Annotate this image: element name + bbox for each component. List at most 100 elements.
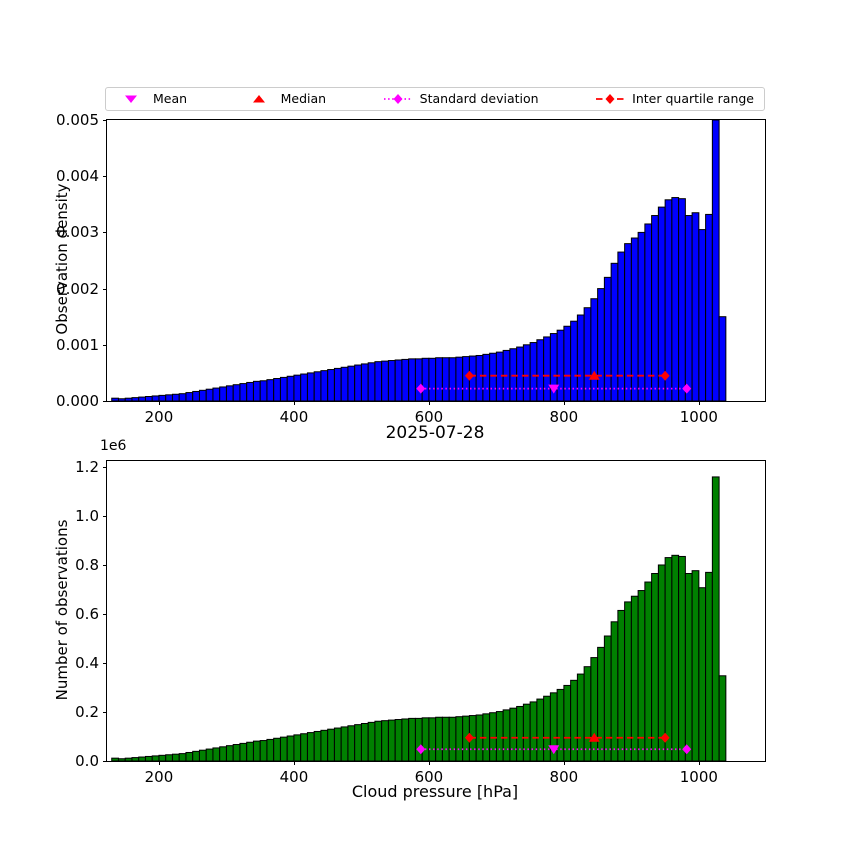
legend-item-mean: Mean [116, 92, 187, 106]
histogram-bar [367, 362, 376, 402]
histogram-bar [691, 570, 700, 762]
legend-item-median: Median [244, 92, 326, 106]
histogram-bar [421, 357, 430, 402]
x-tick [699, 761, 700, 765]
x-tick [564, 761, 565, 765]
histogram-bar [489, 352, 497, 402]
histogram-bar [219, 746, 227, 762]
histogram-bar [266, 379, 275, 402]
histogram-bar [347, 725, 356, 762]
histogram-bar [131, 757, 140, 762]
histogram-bar [684, 215, 693, 402]
histogram-bar [266, 738, 275, 762]
histogram-bar [313, 371, 322, 402]
histogram-bar [360, 363, 369, 402]
histogram-bar [455, 356, 464, 402]
histogram-bar [293, 734, 302, 762]
histogram-bar [644, 581, 653, 762]
histogram-bar [610, 262, 619, 402]
histogram-bar [198, 389, 207, 402]
std-right-diamond-icon [682, 744, 692, 755]
y-tick-label: 0.002 [56, 279, 99, 298]
y-tick-label: 1.0 [75, 507, 99, 526]
histogram-bar [414, 358, 423, 402]
histogram-bar [421, 717, 430, 762]
histogram-bar [178, 753, 187, 762]
x-tick-label: 1000 [679, 768, 718, 786]
histogram-bar [624, 243, 632, 402]
x-tick [294, 401, 295, 405]
histogram-bar [144, 755, 153, 762]
plot-title: 2025-07-28 [385, 423, 485, 443]
median-marker [588, 370, 600, 380]
histogram-bar [711, 476, 720, 762]
histogram-bar [536, 698, 545, 762]
histogram-bar [644, 223, 653, 402]
histogram-bar [664, 199, 673, 402]
bottom-plot-canvas [111, 476, 727, 762]
x-tick [159, 761, 160, 765]
top-plot: 200 400 600 800 1000 0.000 0.001 0.002 0.003 0.00… [56, 111, 766, 426]
histogram-bar [111, 397, 119, 402]
histogram-bar [111, 757, 119, 762]
iqr-left-diamond-icon [464, 370, 474, 381]
histogram-bar [651, 573, 659, 762]
y-tick [103, 289, 107, 290]
histogram-bar [340, 366, 349, 402]
histogram-bar [300, 373, 308, 402]
x-tick-label: 600 [414, 768, 444, 786]
histogram-bar [678, 198, 686, 402]
histogram-bar [516, 705, 524, 762]
histogram-bar [630, 595, 639, 762]
histogram-bar [320, 729, 329, 762]
histogram-bars [111, 476, 727, 762]
histogram-bar [178, 393, 187, 402]
histogram-bar [563, 325, 572, 402]
y-tick [103, 401, 107, 402]
iqr-right-diamond-icon [660, 732, 670, 743]
histogram-bar [671, 554, 680, 762]
bottom-plot: 200 400 600 800 1000 0.0 0.2 0.4 0.6 0.8 1.0 1.2 [75, 458, 766, 786]
histogram-bar [286, 375, 295, 402]
histogram-bar [651, 215, 659, 402]
top-plot-canvas [111, 119, 727, 402]
histogram-bar [671, 197, 680, 402]
histogram-bar [354, 724, 362, 762]
histogram-bar [381, 360, 389, 402]
histogram-bar [273, 737, 281, 762]
x-tick [294, 761, 295, 765]
histogram-bar [529, 342, 538, 402]
histogram-bar [279, 376, 288, 402]
y-tick [103, 565, 107, 566]
histogram-bar [435, 357, 443, 402]
histogram-bar [138, 756, 146, 762]
histogram-bar [394, 719, 403, 762]
histogram-bar [117, 398, 126, 402]
histogram-bar [124, 397, 133, 402]
histogram-bar [232, 744, 241, 762]
mean-marker [548, 384, 560, 394]
histogram-bar [664, 557, 673, 762]
y-tick-label: 0.0 [75, 752, 99, 770]
histogram-bar [185, 751, 194, 762]
histogram-bar [347, 365, 356, 402]
histogram-bar [576, 673, 585, 762]
histogram-bar [327, 728, 335, 762]
histogram-bar [617, 251, 626, 402]
x-tick-label: 400 [279, 768, 309, 786]
x-tick-label: 800 [549, 768, 579, 786]
histogram-bar [516, 346, 524, 402]
histogram-bar [698, 229, 707, 402]
histogram-bar [327, 369, 335, 402]
histogram-bar [387, 719, 396, 762]
y-tick-label: 0.8 [75, 556, 99, 575]
histogram-bar [603, 635, 612, 762]
histogram-bar [414, 717, 423, 762]
histogram-bar [185, 392, 194, 402]
y-tick [103, 516, 107, 517]
median-marker [588, 732, 600, 742]
histogram-bar [603, 276, 612, 402]
x-tick [429, 761, 430, 765]
histogram-bar [144, 396, 153, 402]
legend-item-iqr: Inter quartile range [595, 92, 754, 106]
